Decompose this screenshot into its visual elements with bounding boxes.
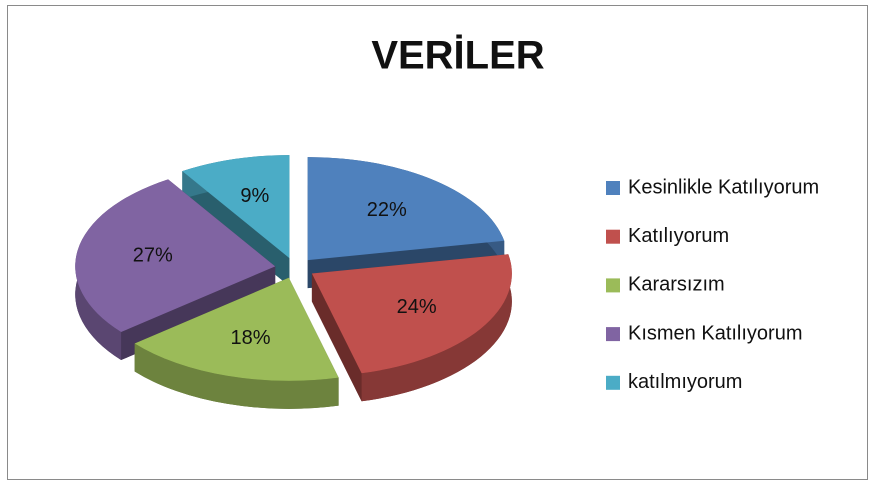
chart-title: VERİLER: [371, 34, 544, 78]
slice-side: [311, 273, 362, 402]
slice: [134, 277, 339, 409]
slice: [307, 157, 505, 289]
legend-label: Kesinlikle Katılıyorum: [628, 176, 819, 198]
legend-swatch: [606, 327, 620, 342]
slice-top: [75, 179, 276, 332]
slice: [311, 254, 512, 402]
legend-swatch: [606, 181, 620, 195]
data-label: 18%: [230, 327, 270, 349]
legend-swatch: [606, 229, 620, 244]
slice-wall: [361, 254, 512, 402]
data-label: 22%: [367, 199, 407, 221]
legend-label: Katılıyorum: [628, 225, 729, 247]
data-label: 9%: [240, 185, 269, 207]
legend-swatch: [606, 375, 620, 390]
data-label: 24%: [397, 296, 437, 318]
legend-label: Kısmen Katılıyorum: [628, 322, 803, 344]
legend-label: katılmıyorum: [628, 371, 742, 393]
slice-top: [311, 254, 512, 374]
slice-top: [307, 157, 505, 261]
slice-wall: [134, 343, 339, 409]
slice: [75, 179, 276, 360]
legend-label: Kararsızım: [628, 274, 725, 296]
legend-swatch: [606, 278, 620, 293]
slice-top: [182, 155, 290, 259]
slice-top: [134, 277, 339, 381]
data-label: 27%: [133, 245, 173, 267]
